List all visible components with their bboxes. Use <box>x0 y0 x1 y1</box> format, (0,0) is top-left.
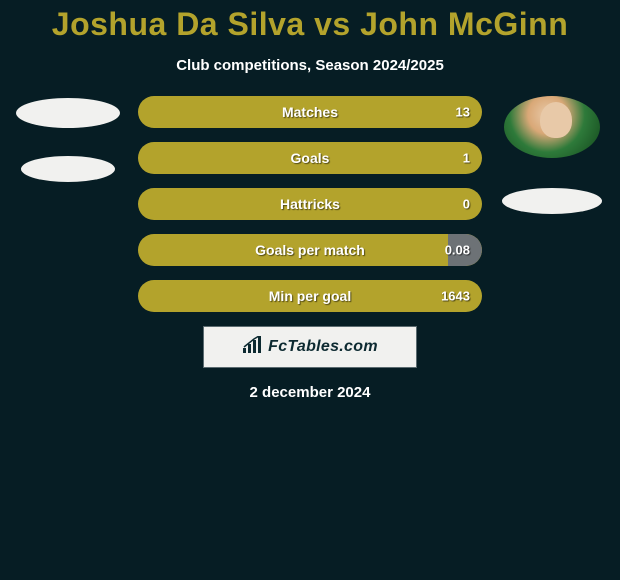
stat-label: Goals per match <box>138 242 482 258</box>
stat-value-right: 13 <box>456 105 470 120</box>
stat-value-right: 0.08 <box>445 243 470 258</box>
player-left-badge-placeholder <box>21 156 115 182</box>
page-title: Joshua Da Silva vs John McGinn <box>0 0 620 43</box>
comparison-infographic: Joshua Da Silva vs John McGinn Club comp… <box>0 0 620 580</box>
date-text: 2 december 2024 <box>0 384 620 401</box>
stat-bar: Matches 13 <box>138 96 482 128</box>
page-subtitle: Club competitions, Season 2024/2025 <box>0 57 620 74</box>
stat-label: Matches <box>138 104 482 120</box>
brand-chart-icon <box>242 336 264 359</box>
brand-text: FcTables.com <box>268 338 378 356</box>
player-left-avatar-placeholder <box>16 98 120 128</box>
stat-value-right: 0 <box>463 197 470 212</box>
player-right-column <box>492 96 612 214</box>
player-right-avatar <box>504 96 600 158</box>
stat-label: Min per goal <box>138 288 482 304</box>
player-left-column <box>8 96 128 182</box>
stat-bar: Min per goal 1643 <box>138 280 482 312</box>
stat-bar: Goals 1 <box>138 142 482 174</box>
stats-bars: Matches 13 Goals 1 Hattricks 0 <box>138 96 482 312</box>
stat-bar: Hattricks 0 <box>138 188 482 220</box>
player-right-badge-placeholder <box>502 188 602 214</box>
stat-value-right: 1643 <box>441 289 470 304</box>
stat-value-right: 1 <box>463 151 470 166</box>
content-area: Matches 13 Goals 1 Hattricks 0 <box>0 96 620 401</box>
stat-bar: Goals per match 0.08 <box>138 234 482 266</box>
brand-box: FcTables.com <box>203 326 417 368</box>
stat-label: Hattricks <box>138 196 482 212</box>
stat-label: Goals <box>138 150 482 166</box>
